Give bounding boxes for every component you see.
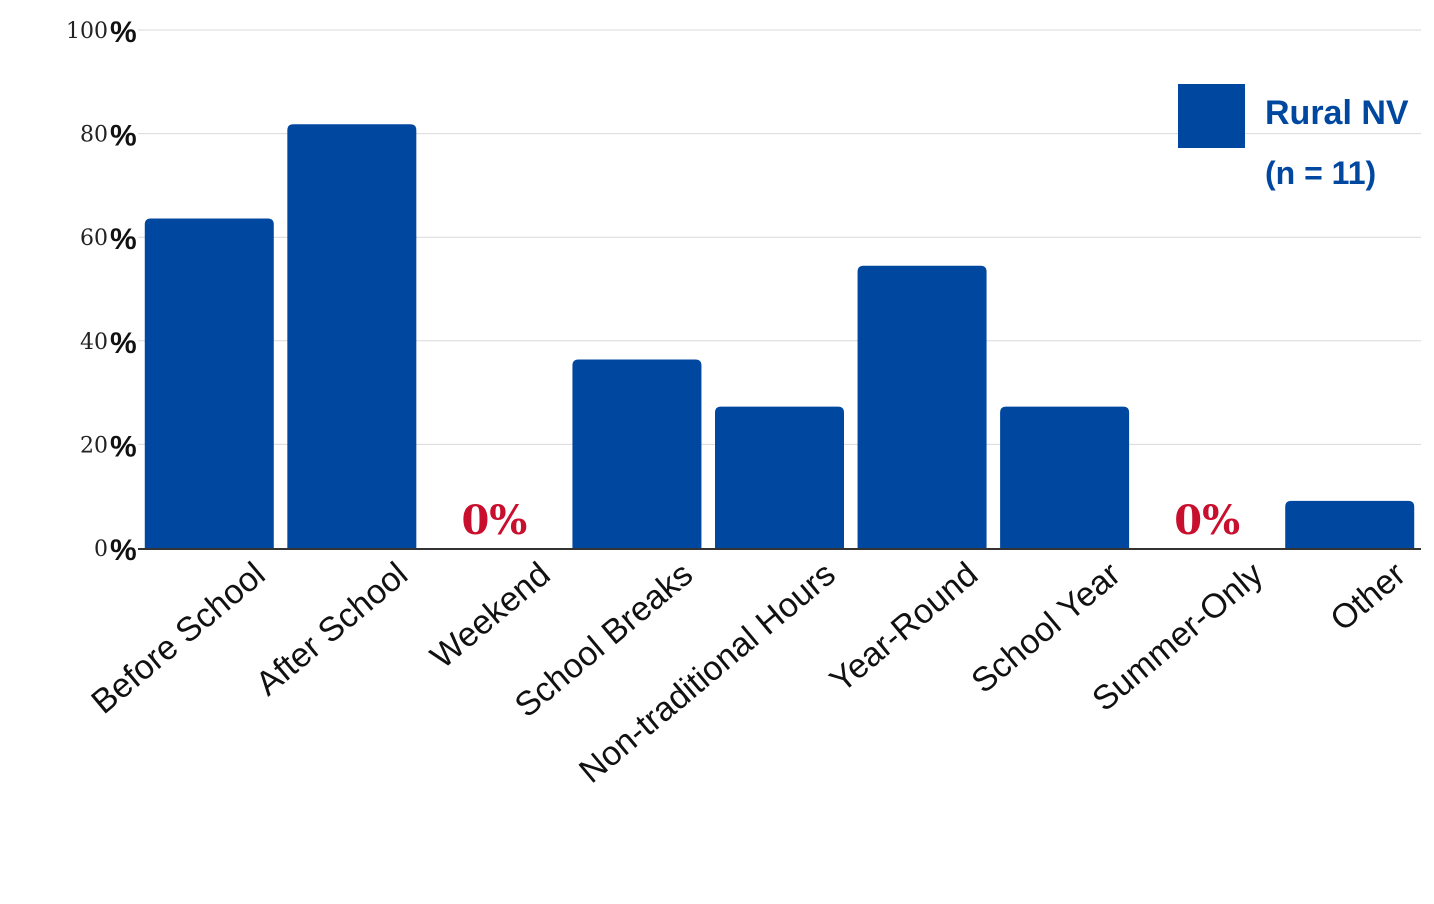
bar-before-school bbox=[144, 218, 274, 548]
bar-non-traditional-hours bbox=[715, 406, 844, 548]
y-tick-label: 0 bbox=[94, 537, 108, 562]
y-tick-label: 40 bbox=[80, 330, 108, 355]
y-tick-label: 100 bbox=[66, 19, 108, 44]
zero-value-labels: 0% 0% bbox=[461, 497, 1240, 544]
y-tick-percent-sign: % bbox=[110, 534, 137, 567]
y-tick-percent-sign: % bbox=[110, 120, 137, 153]
legend-sublabel: (n = 11) bbox=[1265, 155, 1376, 191]
zero-label-summer-only: 0% bbox=[1174, 497, 1240, 544]
x-tick-label-non-traditional-hours: Non-traditional Hours bbox=[572, 555, 843, 791]
x-tick-label-other: Other bbox=[1323, 555, 1413, 639]
bar-year-round bbox=[857, 265, 987, 548]
y-tick-percent-sign: % bbox=[110, 430, 137, 463]
bars bbox=[144, 124, 1415, 548]
y-axis-ticks: 0 %20 %40 %60 %80 %100% bbox=[66, 16, 137, 567]
x-tick-label-year-round: Year-Round bbox=[823, 555, 985, 700]
x-tick-label-before-school: Before School bbox=[84, 555, 272, 721]
legend-swatch bbox=[1178, 84, 1245, 148]
bar-school-year bbox=[1000, 406, 1130, 548]
y-tick-label: 80 bbox=[80, 123, 108, 148]
bar-school-breaks bbox=[572, 359, 702, 548]
x-tick-label-weekend: Weekend bbox=[424, 555, 558, 676]
zero-label-weekend: 0% bbox=[461, 497, 527, 544]
y-tick-percent-sign: % bbox=[110, 223, 137, 256]
bar-other bbox=[1285, 500, 1415, 548]
y-tick-percent-sign: % bbox=[110, 16, 137, 49]
legend-label: Rural NV bbox=[1265, 94, 1409, 132]
y-tick-label: 60 bbox=[80, 226, 108, 251]
bar-after-school bbox=[287, 124, 417, 548]
legend: Rural NV (n = 11) bbox=[1178, 84, 1409, 191]
y-tick-percent-sign: % bbox=[110, 327, 137, 360]
y-tick-label: 20 bbox=[80, 433, 108, 458]
x-tick-label-after-school: After School bbox=[249, 555, 415, 703]
